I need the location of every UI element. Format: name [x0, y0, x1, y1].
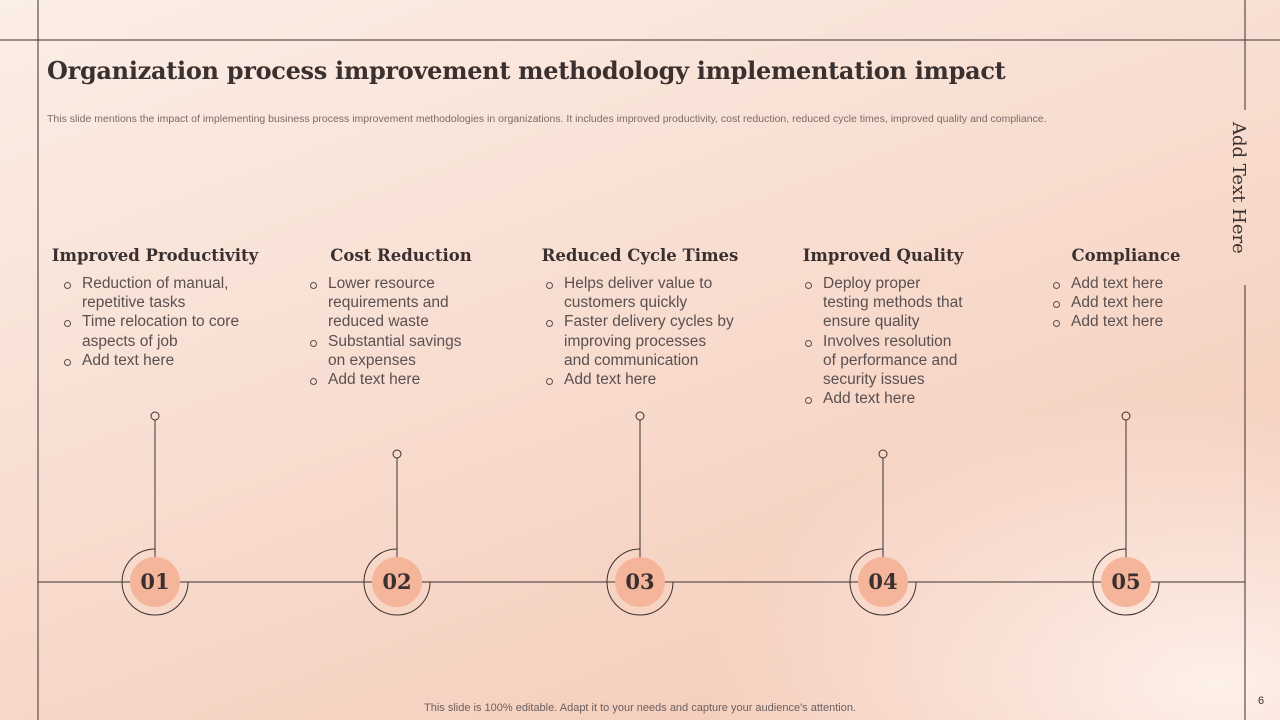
bullet-list: Helps deliver value to customers quickly… — [546, 274, 736, 389]
item-heading: Cost Reduction — [330, 246, 472, 265]
ring-arc — [121, 548, 189, 616]
number-circle — [1101, 557, 1151, 607]
bullet: Add text here — [1053, 274, 1223, 293]
stem-dot — [392, 449, 402, 459]
item-heading: Improved Quality — [802, 246, 964, 265]
stem-dot — [150, 411, 160, 421]
subtitle: This slide mentions the impact of implem… — [47, 113, 1047, 125]
bullet: Helps deliver value to customers quickly — [546, 274, 736, 312]
title: Organization process improvement methodo… — [47, 56, 1006, 85]
bullet: Lower resource requirements and reduced … — [310, 274, 470, 332]
bullet: Faster delivery cycles by improving proc… — [546, 312, 736, 370]
item-heading: Reduced Cycle Times — [541, 246, 739, 265]
ring-arc — [1092, 548, 1160, 616]
stem-dot — [1121, 411, 1131, 421]
bullet: Add text here — [64, 351, 244, 370]
footer: This slide is 100% editable. Adapt it to… — [424, 702, 856, 714]
bullet-list: Reduction of manual, repetitive tasks Tim… — [64, 274, 244, 370]
item-number: 05 — [1111, 569, 1141, 594]
number-circle — [372, 557, 422, 607]
bullet: Add text here — [1053, 312, 1223, 331]
ring-arc — [363, 548, 431, 616]
item-number: 03 — [625, 569, 655, 594]
bullet: Involves resolution of performance and s… — [805, 332, 965, 390]
item-heading: Compliance — [1071, 246, 1181, 265]
stem-dot — [878, 449, 888, 459]
page-number: 6 — [1258, 695, 1265, 707]
bullet: Reduction of manual, repetitive tasks — [64, 274, 244, 312]
bullet: Time relocation to core aspects of job — [64, 312, 244, 350]
item-number: 04 — [868, 569, 898, 594]
ring-arc — [606, 548, 674, 616]
bullet: Add text here — [1053, 293, 1223, 312]
bullet: Add text here — [546, 370, 736, 389]
bullet-list: Deploy proper testing methods that ensur… — [805, 274, 965, 408]
bullet: Substantial savings on expenses — [310, 332, 470, 370]
bullet-list: Add text here Add text here Add text here — [1053, 274, 1223, 332]
number-circle — [130, 557, 180, 607]
bullet: Deploy proper testing methods that ensur… — [805, 274, 965, 332]
stem-dot — [635, 411, 645, 421]
item-heading: Improved Productivity — [51, 246, 259, 265]
item-number: 01 — [140, 569, 170, 594]
side-text: Add Text Here — [1228, 122, 1249, 254]
bullet: Add text here — [805, 389, 965, 408]
item-number: 02 — [382, 569, 412, 594]
bullet: Add text here — [310, 370, 470, 389]
number-circle — [615, 557, 665, 607]
number-circle — [858, 557, 908, 607]
bullet-list: Lower resource requirements and reduced … — [310, 274, 470, 389]
ring-arc — [849, 548, 917, 616]
